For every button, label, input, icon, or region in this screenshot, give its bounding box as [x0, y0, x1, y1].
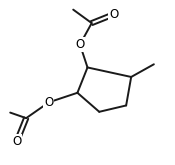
Text: O: O: [75, 38, 85, 51]
Text: O: O: [44, 96, 54, 109]
Text: O: O: [109, 8, 118, 21]
Text: O: O: [12, 135, 22, 148]
